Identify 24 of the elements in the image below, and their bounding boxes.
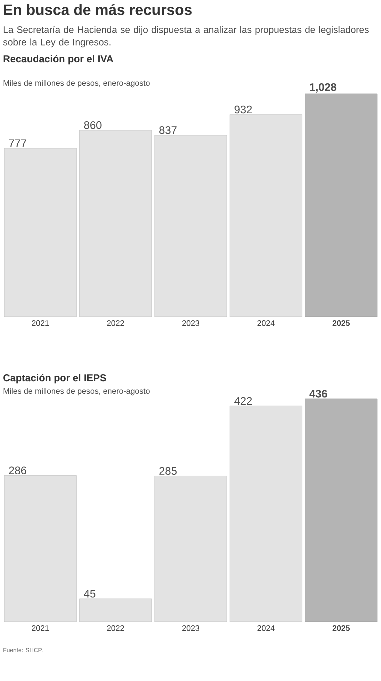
bar: [230, 406, 302, 622]
bar: [305, 94, 378, 318]
data-label: 45: [84, 590, 96, 598]
data-label: 837: [160, 126, 177, 134]
chart-title: Captación por el IEPS: [4, 374, 106, 384]
bar: [80, 598, 152, 622]
data-label: 436: [310, 390, 328, 398]
bar: [154, 135, 228, 318]
bar: [230, 114, 302, 318]
data-label: 860: [84, 122, 102, 130]
bar: [305, 398, 378, 622]
text: La Secretaría de Hacienda se dijo dispuesta a analizar las propuestas de legisladores sobre la Ley de Ingresos.: [3, 26, 369, 48]
bar: [4, 148, 77, 318]
data-label: 286: [9, 466, 27, 475]
bar: [80, 130, 152, 318]
chart-title: Recaudación por el IVA: [4, 55, 114, 65]
data-label: 932: [234, 106, 252, 114]
text: En busca de más recursos: [4, 4, 192, 16]
bar: [154, 476, 228, 622]
data-label: 777: [9, 140, 26, 148]
data-label: 422: [234, 397, 252, 405]
data-label: 1,028: [310, 83, 337, 93]
bar: [4, 476, 77, 622]
data-label: 285: [160, 467, 177, 476]
